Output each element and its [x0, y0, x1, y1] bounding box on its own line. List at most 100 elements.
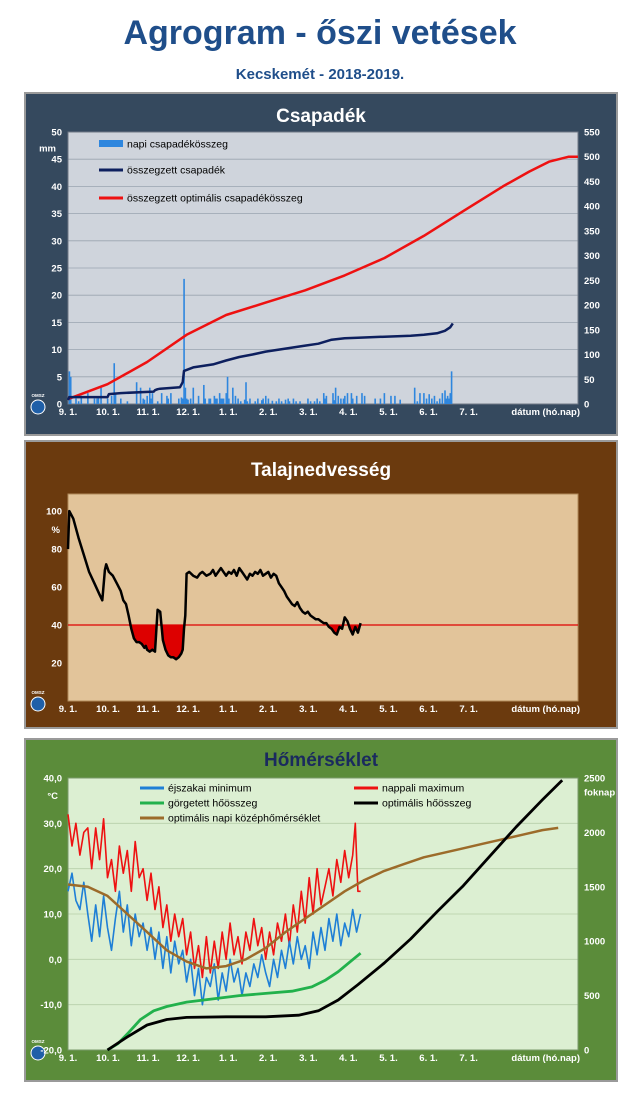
rain-bar — [249, 398, 251, 404]
rain-bar — [441, 393, 444, 404]
y-tick-label: -20,0 — [40, 1046, 62, 1057]
rain-bar — [183, 278, 185, 404]
page-title: Agrogram - őszi vetések — [123, 14, 517, 52]
legend-optimal-sum-label: optimális hőösszeg — [382, 798, 471, 810]
rain-bar — [284, 399, 287, 404]
rain-bar — [87, 393, 89, 404]
rain-bar — [332, 393, 334, 404]
rolling-heat-sum-line — [106, 952, 362, 1052]
x-tick-label: 6. 1. — [419, 704, 438, 715]
y-tick-label: 20 — [51, 291, 62, 302]
x-tick-label: 4. 1. — [339, 704, 358, 715]
rain-bar — [280, 401, 283, 404]
rain-bar — [379, 398, 382, 404]
rain-bar — [113, 363, 116, 404]
temperature-title: Hőmérséklet — [263, 750, 379, 771]
rain-bar — [214, 398, 217, 404]
legend-daily-rain-swatch — [99, 140, 123, 147]
x-tick-label: 10. 1. — [96, 407, 120, 418]
soil-moisture-panel: Talajnedvesség 9. 1. 10. 1. 11. 1. 12. 1. 1.… — [24, 440, 618, 729]
rain-bar — [187, 399, 189, 404]
x-tick-label: 9. 1. — [59, 407, 78, 418]
rain-bar — [431, 398, 433, 404]
x-tick-label: 7. 1. — [459, 407, 478, 418]
y-tick-label: 20,0 — [44, 864, 63, 875]
legend-optimal-rain-label: összegzett optimális csapadékösszeg — [127, 193, 303, 205]
rain-bar — [299, 401, 301, 404]
cumulative-rain-line — [66, 322, 454, 401]
y-tick-label: 80 — [51, 545, 62, 556]
x-axis-label: dátum (hó.nap) — [511, 704, 580, 715]
rain-bar — [232, 387, 234, 404]
temperature-chart: 9. 1. 10. 1. 11. 1. 12. 1. 1. 1. 2. 1. 3. 1. 4.… — [30, 774, 615, 1064]
rain-bar — [416, 401, 419, 404]
y-tick-label: -10,0 — [40, 1000, 62, 1011]
rain-bar — [203, 384, 205, 404]
y2-tick-label: 2500 — [584, 774, 605, 785]
plot-border — [67, 777, 579, 1051]
y2-tick-label: 50 — [584, 375, 595, 386]
y2-tick-label: 1500 — [584, 882, 605, 893]
x-tick-label: 2. 1. — [259, 1053, 278, 1064]
y-tick-label: 100 — [46, 507, 62, 518]
rain-bar — [355, 395, 358, 404]
legend-max-temp-label: nappali maximum — [382, 783, 465, 795]
y-tick-label: 0 — [57, 400, 62, 411]
rain-bar — [322, 393, 325, 404]
y2-tick-label: 350 — [584, 226, 600, 237]
x-axis-label: dátum (hó.nap) — [511, 1053, 580, 1064]
rain-bar — [363, 395, 366, 404]
soil-moisture-title: Talajnedvesség — [250, 460, 392, 481]
y2-tick-label: 500 — [584, 152, 600, 163]
y2-tick-label: 400 — [584, 202, 600, 213]
rain-bar — [449, 393, 452, 404]
rain-bar — [216, 398, 218, 404]
rain-bar — [337, 395, 340, 404]
rain-bar — [419, 393, 421, 404]
rain-bar — [246, 401, 249, 404]
rain-bar — [100, 387, 102, 404]
y-tick-label: 30 — [51, 236, 62, 247]
x-tick-label: 2. 1. — [259, 407, 278, 418]
x-tick-label: 7. 1. — [459, 1053, 478, 1064]
rain-bar — [156, 401, 159, 404]
rain-bar — [445, 398, 448, 404]
rain-bar — [184, 387, 187, 404]
x-tick-label: 3. 1. — [299, 407, 318, 418]
x-tick-label: 7. 1. — [459, 704, 478, 715]
rain-bar — [114, 393, 117, 404]
rain-bar — [254, 401, 257, 404]
rain-bar — [444, 390, 446, 404]
rain-bar — [225, 393, 228, 404]
rain-bar — [425, 398, 428, 404]
x-tick-label: 5. 1. — [379, 704, 398, 715]
rain-bar — [319, 401, 321, 404]
rain-bar — [170, 393, 172, 404]
rain-bar — [75, 398, 77, 404]
rain-bar — [361, 393, 363, 404]
rain-bar — [450, 371, 453, 404]
rain-bar — [262, 398, 264, 404]
x-tick-label: 6. 1. — [419, 407, 438, 418]
legend-daily-rain-label: napi csapadékösszeg — [127, 139, 228, 151]
rain-bar — [185, 398, 188, 404]
y2-axis-unit: foknap — [584, 788, 615, 799]
y-tick-label: 10,0 — [44, 910, 63, 921]
y-tick-label: 25 — [51, 264, 62, 275]
y-tick-label: 5 — [57, 372, 63, 383]
rain-bar — [197, 395, 200, 404]
rain-bar — [218, 393, 221, 404]
precipitation-chart: 9. 1. 10. 1. 11. 1. 12. 1. 1. 1. 2. 1. 3. 1. 4.… — [30, 128, 600, 418]
y-axis-unit: mm — [39, 143, 56, 154]
x-tick-label: 11. 1. — [136, 407, 159, 418]
plot-border — [67, 493, 579, 702]
omsz-logo-text: OMSZ — [32, 690, 45, 695]
y2-tick-label: 1000 — [584, 937, 605, 948]
rain-bar — [97, 397, 100, 404]
rain-bar — [436, 401, 438, 404]
x-tick-label: 5. 1. — [379, 1053, 398, 1064]
y-tick-label: 40 — [51, 182, 62, 193]
soil-moisture-chart: 9. 1. 10. 1. 11. 1. 12. 1. 1. 1. 2. 1. 3. 1. 4.… — [30, 493, 580, 715]
rain-bar — [177, 398, 180, 404]
rain-bar — [80, 395, 83, 404]
